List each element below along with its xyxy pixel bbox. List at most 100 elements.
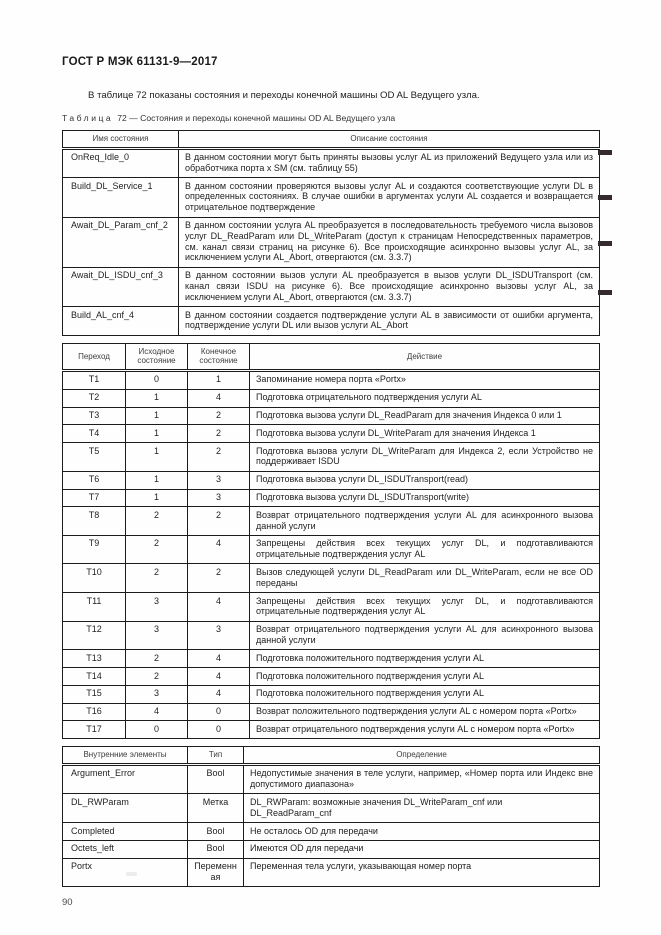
transition-id-cell: T2 [62, 388, 126, 408]
transition-id-cell: T14 [62, 667, 126, 686]
internal-definition-cell: Имеются OD для передачи [243, 839, 600, 859]
internals-table: Внутренние элементы Тип Определение Argu… [62, 746, 600, 888]
state-description-cell: В данном состоянии могут быть приняты вы… [178, 147, 600, 179]
transition-target-cell: 4 [187, 684, 250, 704]
transition-row: T9 2 4 Запрещены действия всех текущих у… [62, 534, 600, 565]
transition-target-cell: 4 [187, 388, 250, 408]
state-description-cell: В данном состоянии проверяются вызовы ус… [178, 177, 600, 218]
transition-target-cell: 3 [187, 620, 250, 651]
transition-row: T7 1 3 Подготовка вызова услуги DL_ISDUT… [62, 488, 600, 508]
transition-target-cell: 0 [187, 720, 250, 740]
transition-id-cell: T1 [62, 369, 126, 390]
internal-row: Argument_Error Bool Недопустимые значени… [62, 763, 600, 795]
transition-row: T6 1 3 Подготовка вызова услуги DL_ISDUT… [62, 470, 600, 490]
transition-target-cell: 3 [187, 488, 250, 508]
internal-definition-cell: Переменная тела услуги, указывающая номе… [243, 857, 600, 888]
transition-target-cell: 4 [187, 534, 250, 565]
transition-source-cell: 4 [125, 702, 188, 722]
internal-element-cell: Completed [62, 822, 188, 841]
transition-id-cell: T9 [62, 534, 126, 565]
transition-action-cell: Возврат отрицательного подтверждения усл… [249, 620, 600, 651]
transition-source-cell: 2 [125, 506, 188, 536]
transition-id-cell: T12 [62, 620, 126, 651]
table-caption: Таблица 72 — Состояния и переходы конечно… [62, 113, 599, 123]
internal-element-cell: Octets_left [62, 839, 188, 859]
transition-action-cell: Запрещены действия всех текущих услуг DL… [249, 592, 600, 622]
internal-row: Portx Переменная Переменная тела услуги,… [62, 857, 600, 888]
state-row: Await_DL_Param_cnf_2 В данном состоянии … [62, 216, 600, 268]
transition-row: T15 3 4 Подготовка положительного подтве… [62, 684, 600, 704]
header-action: Действие [249, 342, 600, 372]
transition-target-cell: 4 [187, 667, 250, 686]
transition-action-cell: Возврат отрицательного подтверждения усл… [249, 720, 600, 740]
transition-action-cell: Подготовка вызова услуги DL_WriteParam д… [249, 442, 600, 472]
state-description-cell: В данном состоянии создается подтвержден… [178, 306, 600, 336]
transition-target-cell: 3 [187, 470, 250, 490]
transition-source-cell: 2 [125, 649, 188, 669]
internal-row: DL_RWParam Метка DL_RWParam: возможные з… [62, 793, 600, 824]
transition-source-cell: 2 [125, 667, 188, 686]
transition-row: T14 2 4 Подготовка положительного подтве… [62, 667, 600, 686]
transition-action-cell: Подготовка положительного подтверждения … [249, 667, 600, 686]
transition-row: T12 3 3 Возврат отрицательного подтвержд… [62, 620, 600, 651]
state-name-cell: Await_DL_Param_cnf_2 [62, 216, 179, 268]
transition-source-cell: 2 [125, 534, 188, 565]
transition-id-cell: T5 [62, 442, 126, 472]
header-state-name: Имя состояния [62, 129, 179, 150]
transition-action-cell: Подготовка вызова услуги DL_ReadParam дл… [249, 406, 600, 426]
transition-source-cell: 0 [125, 720, 188, 740]
header-internal-type: Тип [187, 746, 244, 766]
internal-element-cell: DL_RWParam [62, 793, 188, 824]
scan-artifact-mark [598, 150, 612, 155]
internal-type-cell: Переменная [187, 857, 244, 888]
internal-row: Completed Bool Не осталось OD для переда… [62, 822, 600, 841]
transition-source-cell: 1 [125, 488, 188, 508]
transition-action-cell: Запоминание номера порта «Portx» [249, 369, 600, 390]
header-state-description: Описание состояния [178, 129, 600, 150]
internal-element-cell: Argument_Error [62, 763, 188, 795]
transition-id-cell: T17 [62, 720, 126, 740]
transition-target-cell: 2 [187, 424, 250, 444]
transition-source-cell: 3 [125, 592, 188, 622]
internal-definition-cell: DL_RWParam: возможные значения DL_WriteP… [243, 793, 600, 824]
transition-id-cell: T10 [62, 563, 126, 594]
transition-id-cell: T4 [62, 424, 126, 444]
internal-type-cell: Bool [187, 763, 244, 795]
header-internal-definition: Определение [243, 746, 600, 766]
header-transition: Переход [62, 342, 126, 372]
transition-action-cell: Подготовка отрицательного подтверждения … [249, 388, 600, 408]
transition-source-cell: 3 [125, 684, 188, 704]
header-target-state: Конечное состояние [187, 342, 250, 372]
transition-source-cell: 2 [125, 563, 188, 594]
intro-paragraph: В таблице 72 показаны состояния и перехо… [88, 90, 480, 101]
page-content: ГОСТ Р МЭК 61131-9—2017 В таблице 72 пок… [62, 56, 600, 909]
internal-element-cell: Portx [62, 857, 188, 888]
transition-source-cell: 0 [125, 369, 188, 390]
transition-id-cell: T13 [62, 649, 126, 669]
transitions-table: Переход Исходное состояние Конечное сост… [62, 342, 600, 740]
state-row: OnReq_Idle_0 В данном состоянии могут бы… [62, 147, 600, 179]
transition-source-cell: 3 [125, 620, 188, 651]
transition-row: T8 2 2 Возврат отрицательного подтвержде… [62, 506, 600, 536]
transition-target-cell: 4 [187, 592, 250, 622]
transition-action-cell: Подготовка положительного подтверждения … [249, 684, 600, 704]
internal-definition-cell: Не осталось OD для передачи [243, 822, 600, 841]
transition-target-cell: 2 [187, 442, 250, 472]
state-name-cell: Await_DL_ISDU_cnf_3 [62, 266, 179, 308]
state-description-cell: В данном состоянии вызов услуги AL преоб… [178, 266, 600, 308]
transition-source-cell: 1 [125, 406, 188, 426]
page-number: 90 [62, 897, 73, 909]
scan-artifact-mark [598, 290, 612, 295]
header-internal-element: Внутренние элементы [62, 746, 188, 766]
transition-target-cell: 1 [187, 369, 250, 390]
states-header-row: Имя состояния Описание состояния [62, 129, 600, 150]
transition-row: T2 1 4 Подготовка отрицательного подтвер… [62, 388, 600, 408]
internal-type-cell: Bool [187, 839, 244, 859]
header-source-state: Исходное состояние [125, 342, 188, 372]
transition-id-cell: T3 [62, 406, 126, 426]
internal-definition-cell: Недопустимые значения в теле услуги, нап… [243, 763, 600, 795]
internal-row: Octets_left Bool Имеются OD для передачи [62, 839, 600, 859]
state-name-cell: Build_DL_Service_1 [62, 177, 179, 218]
internal-type-cell: Метка [187, 793, 244, 824]
transition-row: T3 1 2 Подготовка вызова услуги DL_ReadP… [62, 406, 600, 426]
